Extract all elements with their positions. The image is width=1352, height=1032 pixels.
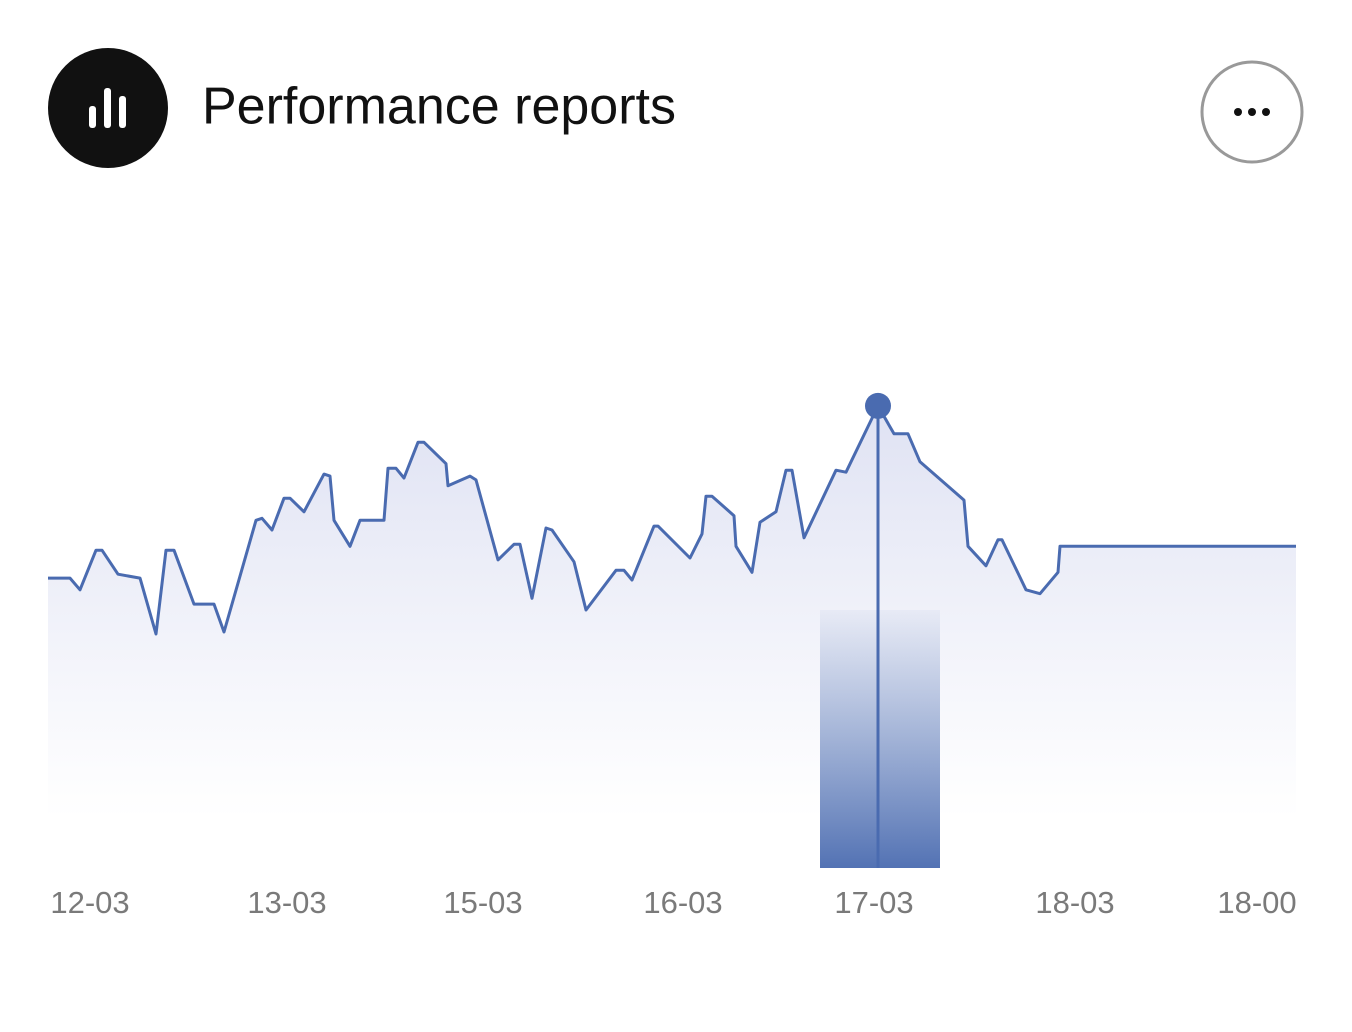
title: Performance reports xyxy=(202,78,676,136)
highlight-band xyxy=(820,610,940,868)
area-fill xyxy=(48,405,1296,818)
plot: 12-03 13-03 15-03 16-03 17-03 18-03 18-00 xyxy=(48,392,1297,920)
x-tick-label: 12-03 xyxy=(50,885,129,920)
chart-icon xyxy=(48,48,168,168)
more-button[interactable] xyxy=(1200,60,1304,164)
line xyxy=(48,404,1296,636)
x-tick-label: 18-00 xyxy=(1217,885,1296,920)
x-tick-label: 16-03 xyxy=(643,885,722,920)
x-tick-label: 17-03 xyxy=(834,885,913,920)
x-tick-label: 18-03 xyxy=(1035,885,1114,920)
x-tick-label: 13-03 xyxy=(247,885,326,920)
highlight-point xyxy=(865,392,891,419)
x-tick-label: 15-03 xyxy=(443,885,522,920)
